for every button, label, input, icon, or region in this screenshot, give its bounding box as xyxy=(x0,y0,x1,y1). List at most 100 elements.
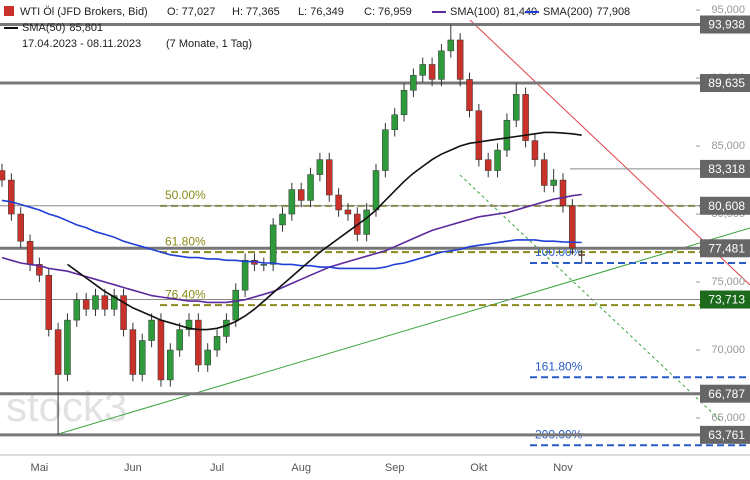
candle-body xyxy=(232,289,239,321)
candle-body xyxy=(279,213,286,226)
candle-body xyxy=(176,329,183,351)
candle-body xyxy=(484,159,492,171)
level-label: 89,635 xyxy=(708,76,745,90)
period: 17.04.2023 - 08.11.2023 xyxy=(22,38,141,50)
candle-body xyxy=(195,319,202,366)
candle-body xyxy=(372,170,380,211)
candle-body xyxy=(269,224,277,265)
candle-body xyxy=(335,194,342,211)
candle-body xyxy=(260,264,268,266)
candle-body xyxy=(494,149,501,171)
sma-line xyxy=(1,199,582,270)
level-label: 80,608 xyxy=(708,199,745,213)
candle-body xyxy=(101,295,109,310)
candle-body xyxy=(204,349,211,366)
candle-body xyxy=(82,299,90,310)
axis: 65,00070,00075,00080,00085,00090,00095,0… xyxy=(31,4,745,474)
watermark: stock3 xyxy=(6,383,127,430)
candle-body xyxy=(428,64,436,80)
level-label: 66,787 xyxy=(708,387,745,401)
candle-body xyxy=(550,179,557,186)
level-box xyxy=(700,74,750,93)
candle-body xyxy=(167,349,174,381)
level-label: 77,481 xyxy=(708,241,745,255)
level-label: 93,938 xyxy=(708,18,745,32)
candle-body xyxy=(17,213,24,242)
candle-body xyxy=(73,299,81,321)
ohlc: H: 77,365 xyxy=(232,6,280,18)
ohlc: O: 77,027 xyxy=(167,6,215,18)
x-tick-label: Mai xyxy=(31,462,49,474)
y-tick-label: 70,000 xyxy=(711,344,745,356)
level-label: 63,761 xyxy=(708,428,745,442)
candle-body xyxy=(466,79,473,111)
y-tick-label: 75,000 xyxy=(711,276,745,288)
candle-body xyxy=(569,205,576,249)
x-tick-label: Jun xyxy=(124,462,142,474)
level-box xyxy=(700,425,750,444)
level-box xyxy=(700,15,750,34)
candle-body xyxy=(0,170,6,181)
candle-body xyxy=(213,336,221,351)
candle-body xyxy=(45,274,52,330)
candle-body xyxy=(456,39,464,80)
x-tick-label: Nov xyxy=(553,462,573,474)
level-box xyxy=(700,290,750,309)
sma-line xyxy=(67,131,582,331)
legend-value: 81,440 xyxy=(504,6,538,18)
candle-body xyxy=(139,340,146,375)
candle-body xyxy=(326,159,333,196)
candle-body xyxy=(129,329,137,375)
candle-body xyxy=(541,159,548,186)
y-tick-label: 85,000 xyxy=(711,140,745,152)
candle-body xyxy=(64,319,71,375)
x-tick-label: Okt xyxy=(470,462,487,474)
candle-body xyxy=(363,209,370,235)
duration: (7 Monate, 1 Tag) xyxy=(166,38,252,50)
candle-body xyxy=(316,159,324,175)
instrument: WTI Öl (JFD Brokers, Bid) xyxy=(20,6,148,18)
levels: 50.00%61.80%76.40%100.00%161.80%200.00% xyxy=(0,23,750,447)
candle-body xyxy=(522,94,529,141)
level-box xyxy=(700,159,750,178)
candle-body xyxy=(157,319,165,381)
candle-body xyxy=(185,319,193,330)
candle-body xyxy=(148,319,155,341)
level-box xyxy=(700,384,750,403)
legend-name: SMA(50) xyxy=(22,22,65,34)
candle-body xyxy=(120,295,127,330)
fib-label: 161.80% xyxy=(535,359,583,373)
candle-body xyxy=(307,174,314,201)
y-tick-label: 65,000 xyxy=(711,412,745,424)
candle-body xyxy=(513,94,520,121)
legend-value: 85,801 xyxy=(69,22,103,34)
x-tick-label: Aug xyxy=(291,462,311,474)
sma-lines xyxy=(1,131,582,331)
candles xyxy=(0,24,585,435)
candle-body xyxy=(419,64,426,76)
candle-body xyxy=(297,189,305,201)
candle-body xyxy=(391,114,398,130)
candle-body xyxy=(475,110,483,160)
candle-body xyxy=(447,39,455,52)
candle-body xyxy=(578,254,585,256)
candle-body xyxy=(92,295,99,310)
level-label: 73,713 xyxy=(708,293,745,307)
level-box xyxy=(700,239,750,258)
candle-body xyxy=(410,75,417,91)
candle-body xyxy=(438,50,445,80)
x-tick-label: Sep xyxy=(385,462,405,474)
candle-body xyxy=(400,90,408,116)
legend-name: SMA(100) xyxy=(450,6,500,18)
fib-label: 61.80% xyxy=(165,234,206,248)
candle-body xyxy=(54,329,62,375)
x-tick-label: Jul xyxy=(210,462,224,474)
candle-body xyxy=(8,179,15,215)
legend-value: 77,908 xyxy=(597,6,631,18)
candle-body xyxy=(223,319,230,337)
candle-body xyxy=(288,189,296,215)
fib-label: 76.40% xyxy=(165,287,206,301)
candle-body xyxy=(110,295,118,310)
